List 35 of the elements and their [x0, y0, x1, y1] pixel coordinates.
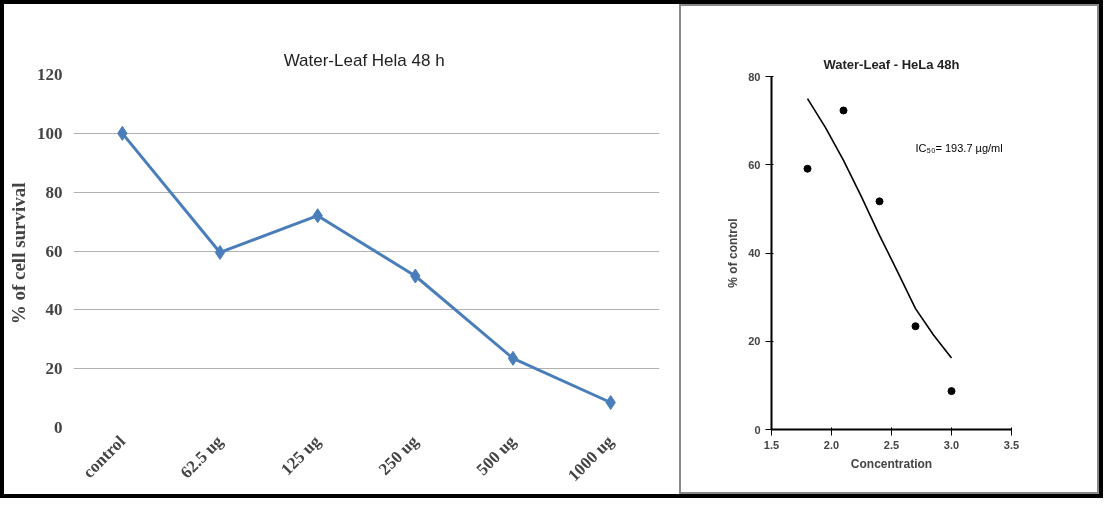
- y-tick-label: 20: [45, 359, 63, 379]
- y-tick-label: 40: [748, 247, 761, 259]
- y-tick-label: 80: [45, 182, 63, 202]
- x-tick-label: 3.0: [943, 438, 960, 451]
- x-tick-label: 62.5 ug: [176, 431, 228, 482]
- point: [214, 244, 226, 260]
- point: [947, 387, 956, 396]
- x-tick-label: 3.5: [1003, 438, 1020, 451]
- point: [803, 164, 812, 173]
- x-tick-label: 2.0: [823, 438, 840, 451]
- point: [911, 322, 920, 331]
- y-tick-label: 120: [37, 65, 63, 84]
- chart-title: Water-Leaf - HeLa 48h: [823, 56, 960, 72]
- x-tick-label: 1.5: [763, 438, 780, 451]
- y-tick-label: 0: [54, 418, 63, 437]
- point: [605, 395, 616, 410]
- y-tick-label: 0: [754, 423, 761, 436]
- x-tick-label: 2.5: [883, 438, 900, 451]
- x-tick-label: 125 ug: [277, 431, 325, 479]
- y-tick-label: 60: [45, 241, 63, 261]
- chart-title: Water-Leaf Hela 48 h: [283, 50, 445, 70]
- annotation: IC₅₀= 193.7 µg/ml: [915, 142, 1003, 155]
- x-axis-title: Concentration: [850, 456, 933, 471]
- y-axis-title: % of control: [726, 218, 741, 288]
- y-axis-title: % of cell survival: [8, 182, 29, 325]
- x-tick-label: 500 ug: [472, 431, 521, 479]
- x-tick-label: 250 ug: [374, 431, 423, 479]
- y-tick-label: 80: [748, 70, 761, 83]
- point: [875, 197, 884, 206]
- y-tick-label: 100: [37, 123, 63, 143]
- y-tick-label: 20: [748, 335, 761, 348]
- y-tick-label: 40: [45, 300, 63, 320]
- point: [839, 106, 848, 115]
- point: [507, 350, 519, 366]
- y-tick-label: 60: [748, 158, 761, 171]
